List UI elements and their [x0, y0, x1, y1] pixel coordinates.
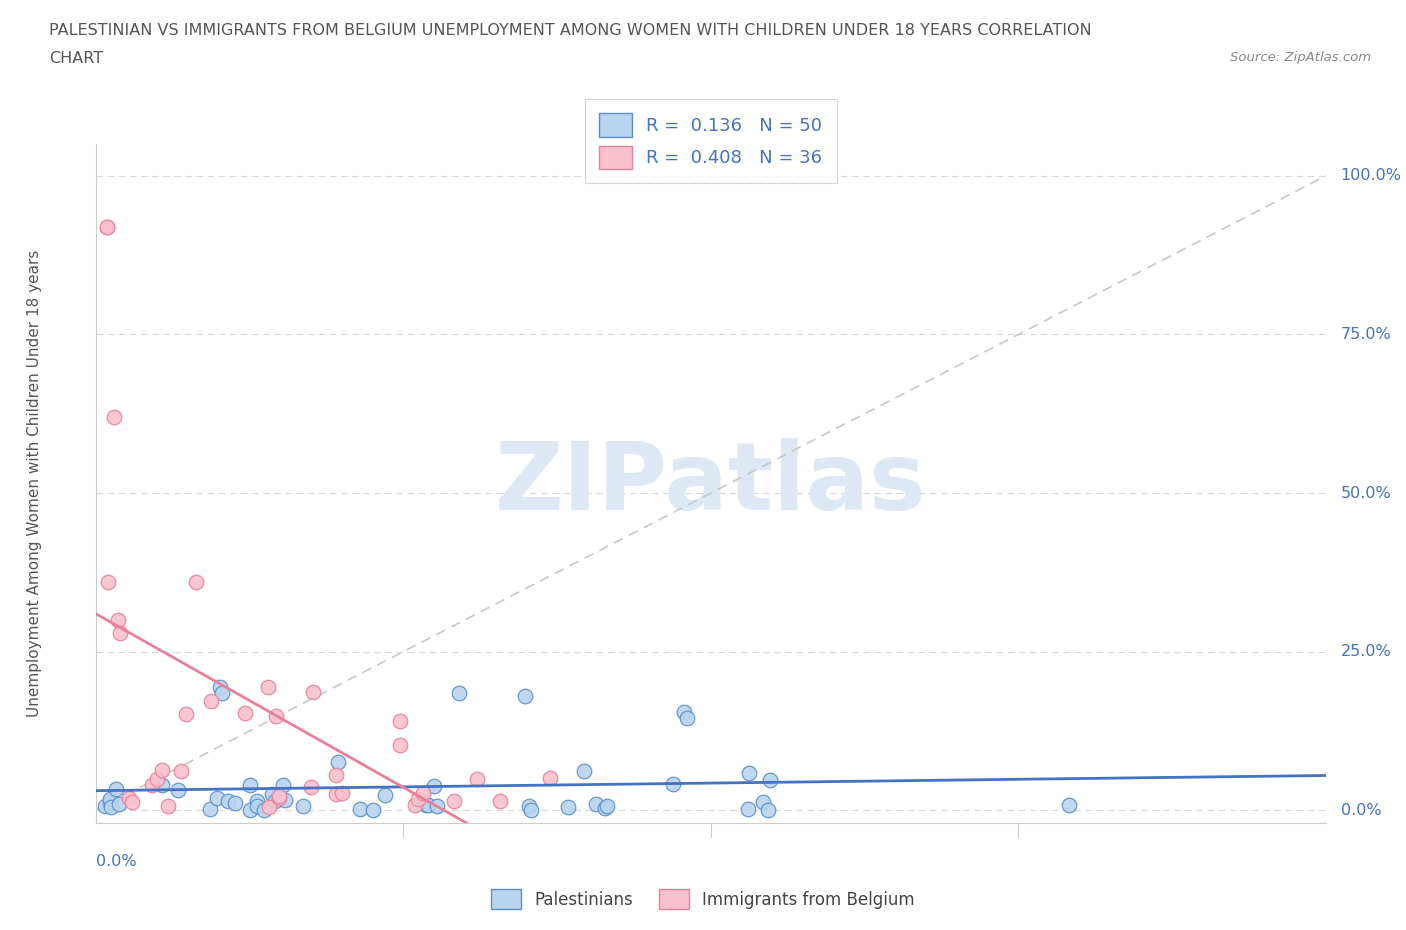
Point [423, 779, 446, 794]
Point [412, 785, 434, 800]
Text: 50.0%: 50.0% [1341, 485, 1392, 500]
Point [108, 625, 131, 640]
Point [263, 793, 285, 808]
Point [257, 680, 280, 695]
Point [388, 713, 411, 728]
Point [675, 711, 697, 725]
Point [267, 790, 290, 805]
Point [264, 709, 287, 724]
Point [299, 779, 322, 794]
Point [415, 798, 437, 813]
Point [489, 793, 512, 808]
Point [174, 706, 197, 721]
Point [374, 788, 396, 803]
Point [349, 802, 371, 817]
Point [150, 777, 173, 792]
Point [239, 803, 262, 817]
Point [673, 705, 696, 720]
Point [271, 777, 294, 792]
Point [517, 798, 540, 813]
Point [447, 685, 470, 700]
Point [186, 575, 208, 590]
Point [98, 791, 121, 806]
Point [200, 802, 222, 817]
Point [325, 767, 347, 782]
Point [96, 219, 118, 234]
Legend: Palestinians, Immigrants from Belgium: Palestinians, Immigrants from Belgium [484, 881, 922, 917]
Point [465, 771, 488, 786]
Point [752, 794, 775, 809]
Point [257, 800, 280, 815]
Point [253, 803, 276, 817]
Text: PALESTINIAN VS IMMIGRANTS FROM BELGIUM UNEMPLOYMENT AMONG WOMEN WITH CHILDREN UN: PALESTINIAN VS IMMIGRANTS FROM BELGIUM U… [49, 23, 1092, 38]
Point [200, 694, 222, 709]
Point [443, 793, 465, 808]
Point [330, 785, 353, 800]
Point [538, 770, 561, 785]
Point [520, 803, 543, 817]
Point [207, 791, 229, 806]
Text: ZIPatlas: ZIPatlas [495, 438, 927, 529]
Point [98, 795, 121, 810]
Point [233, 706, 256, 721]
Point [292, 798, 315, 813]
Point [758, 803, 780, 817]
Point [662, 777, 685, 791]
Point [121, 795, 143, 810]
Text: Source: ZipAtlas.com: Source: ZipAtlas.com [1230, 51, 1371, 64]
Point [97, 575, 120, 590]
Point [96, 219, 118, 234]
Point [406, 792, 429, 807]
Point [301, 684, 323, 699]
Point [146, 772, 169, 787]
Point [737, 765, 759, 780]
Point [325, 787, 347, 802]
Point [104, 781, 127, 796]
Point [557, 800, 579, 815]
Point [94, 799, 117, 814]
Point [595, 799, 617, 814]
Point [758, 773, 780, 788]
Text: 100.0%: 100.0% [1341, 168, 1402, 183]
Point [150, 763, 173, 777]
Point [404, 797, 426, 812]
Point [246, 798, 269, 813]
Point [572, 764, 595, 778]
Point [326, 755, 349, 770]
Point [156, 799, 179, 814]
Text: 75.0%: 75.0% [1341, 327, 1392, 342]
Point [426, 798, 449, 813]
Point [513, 689, 536, 704]
Text: 25.0%: 25.0% [1341, 644, 1392, 659]
Point [117, 790, 139, 805]
Text: CHART: CHART [49, 51, 103, 66]
Point [224, 796, 246, 811]
Point [361, 803, 384, 817]
Point [595, 801, 617, 816]
Point [100, 800, 122, 815]
Point [245, 793, 267, 808]
Point [269, 789, 291, 804]
Point [208, 679, 231, 694]
Point [262, 787, 284, 802]
Text: 0.0%: 0.0% [1341, 803, 1381, 817]
Point [108, 797, 131, 812]
Point [170, 764, 193, 778]
Text: 0.0%: 0.0% [96, 854, 136, 869]
Point [239, 777, 262, 792]
Point [389, 737, 412, 752]
Point [141, 777, 163, 792]
Text: Unemployment Among Women with Children Under 18 years: Unemployment Among Women with Children U… [27, 250, 42, 717]
Point [167, 782, 190, 797]
Point [103, 409, 125, 424]
Point [737, 802, 759, 817]
Point [585, 797, 607, 812]
Point [211, 685, 233, 700]
Point [107, 613, 129, 628]
Point [416, 798, 439, 813]
Point [273, 792, 295, 807]
Point [217, 794, 239, 809]
Legend: R =  0.136   N = 50, R =  0.408   N = 36: R = 0.136 N = 50, R = 0.408 N = 36 [585, 99, 837, 183]
Point [1057, 798, 1080, 813]
